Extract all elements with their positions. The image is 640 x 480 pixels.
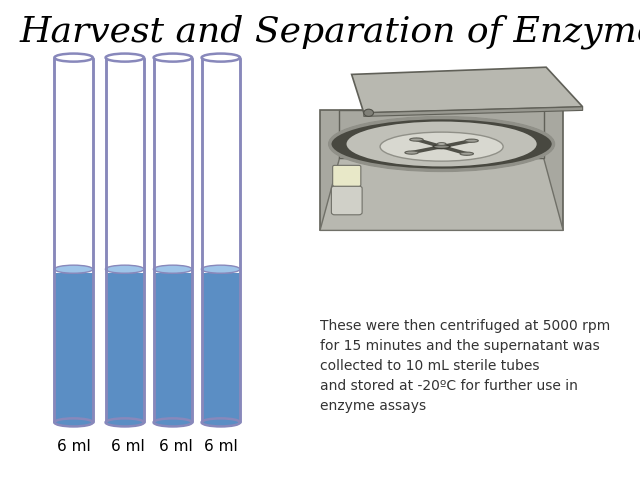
Ellipse shape <box>202 265 240 273</box>
Ellipse shape <box>54 419 93 426</box>
Ellipse shape <box>54 265 93 273</box>
Text: Harvest and Separation of Enzymes: Harvest and Separation of Enzymes <box>19 14 640 49</box>
Ellipse shape <box>106 265 144 273</box>
Ellipse shape <box>154 265 192 273</box>
Text: 6 ml: 6 ml <box>111 439 145 454</box>
Ellipse shape <box>437 143 446 145</box>
Ellipse shape <box>106 419 144 426</box>
Ellipse shape <box>54 419 93 426</box>
Ellipse shape <box>202 265 240 273</box>
Bar <box>154 269 192 422</box>
Bar <box>54 269 93 422</box>
Polygon shape <box>351 67 582 113</box>
Polygon shape <box>320 110 563 230</box>
Bar <box>202 58 240 273</box>
Ellipse shape <box>202 419 240 426</box>
FancyBboxPatch shape <box>332 186 362 215</box>
Ellipse shape <box>106 54 144 61</box>
Ellipse shape <box>106 419 144 426</box>
Ellipse shape <box>330 118 554 170</box>
Ellipse shape <box>202 419 240 426</box>
Text: These were then centrifuged at 5000 rpm
for 15 minutes and the supernatant was
c: These were then centrifuged at 5000 rpm … <box>320 319 611 413</box>
Text: 6 ml: 6 ml <box>57 439 90 454</box>
Bar <box>154 58 192 273</box>
Polygon shape <box>320 158 563 230</box>
Ellipse shape <box>364 109 374 117</box>
Ellipse shape <box>154 54 192 61</box>
Polygon shape <box>364 107 582 116</box>
Ellipse shape <box>405 151 419 154</box>
Ellipse shape <box>54 265 93 273</box>
Ellipse shape <box>154 419 192 426</box>
Bar <box>106 58 144 273</box>
Ellipse shape <box>465 139 478 142</box>
Bar <box>54 58 93 273</box>
Ellipse shape <box>54 54 93 61</box>
Bar <box>106 269 144 422</box>
FancyBboxPatch shape <box>333 165 361 186</box>
Text: 6 ml: 6 ml <box>204 439 237 454</box>
Ellipse shape <box>346 121 537 167</box>
Ellipse shape <box>202 54 240 61</box>
Ellipse shape <box>106 265 144 273</box>
Polygon shape <box>339 110 544 158</box>
Ellipse shape <box>433 144 450 149</box>
Text: 6 ml: 6 ml <box>159 439 193 454</box>
Ellipse shape <box>380 132 503 161</box>
Bar <box>202 269 240 422</box>
Ellipse shape <box>154 419 192 426</box>
Ellipse shape <box>460 152 474 156</box>
Ellipse shape <box>154 265 192 273</box>
Ellipse shape <box>410 138 423 141</box>
